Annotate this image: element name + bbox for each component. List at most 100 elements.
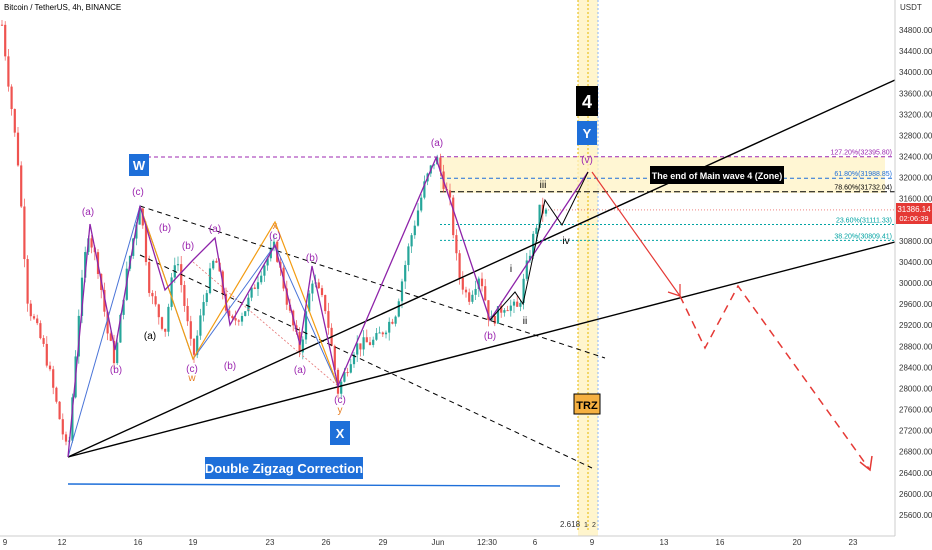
x-tick-label: 26 [322, 538, 331, 547]
candle-body [452, 197, 455, 236]
candle-body [160, 317, 164, 329]
y-tick-label: 26000.00 [899, 490, 932, 499]
candle-body [480, 278, 484, 287]
wave-label-oy: y [338, 405, 343, 416]
candle-body [458, 253, 461, 278]
projection-dashed [679, 284, 871, 471]
candle-body [538, 204, 541, 228]
candle-body [164, 328, 167, 332]
title-box [205, 457, 363, 479]
candle-body [448, 190, 452, 198]
wave-label-a4: (a) [294, 365, 306, 376]
y-tick-label: 31600.00 [899, 195, 932, 204]
y-tick-label: 34000.00 [899, 68, 932, 77]
candle-body [506, 310, 509, 312]
projection-dashed-arrow [859, 455, 873, 472]
candle-body [535, 227, 538, 234]
candle-body [420, 197, 423, 211]
currency-label: USDT [900, 3, 922, 12]
candle-body [16, 132, 20, 166]
candle-body [26, 259, 29, 304]
y-tick-label: 28400.00 [899, 363, 932, 372]
lower-trendline [67, 241, 896, 458]
price-badge-value: 31386.14 [897, 205, 931, 214]
time-fib-label-b: 2 [592, 522, 596, 529]
candle-body [20, 165, 23, 207]
candle-body [106, 311, 109, 334]
candle-body [432, 164, 436, 166]
candle-body [346, 372, 349, 374]
candle-body [122, 299, 125, 315]
wave-label-b6: (b) [484, 331, 496, 342]
y-tick-label: 29200.00 [899, 321, 932, 330]
y-tick-label: 33200.00 [899, 110, 932, 119]
candle-body [10, 86, 13, 110]
wave-label-ow: w [187, 373, 196, 384]
wave-label-a2: (a) [144, 331, 156, 342]
wave-label-a3: (a) [209, 224, 221, 235]
y-tick-label: 27600.00 [899, 406, 932, 415]
x-tick-label: 12 [58, 538, 67, 547]
candle-body [256, 282, 260, 289]
x-tick-label: 12:30 [477, 538, 498, 547]
candle-body [36, 318, 39, 324]
candle-body [336, 369, 340, 394]
trz-box [573, 393, 601, 415]
four-label: 4 [582, 92, 592, 112]
candle-body [394, 316, 397, 324]
candle-body [253, 287, 256, 289]
candle-body [304, 311, 308, 340]
y-tick-label: 30800.00 [899, 237, 932, 246]
candle-body [240, 315, 244, 322]
candle-body [58, 401, 61, 420]
time-fib-label: 2.618 [560, 520, 581, 529]
candle-body [208, 268, 212, 294]
candle-body [151, 292, 154, 297]
y-tick-label: 29600.00 [899, 300, 932, 309]
x-label: X [336, 426, 345, 441]
candle-body [516, 301, 519, 307]
wave-label-b5: (b) [306, 253, 318, 264]
candle-body [42, 338, 45, 344]
candle-body [522, 278, 525, 303]
candle-body [71, 397, 74, 441]
candle-body [388, 321, 391, 333]
candle-body [525, 260, 528, 279]
wave-label-ii: ii [523, 316, 527, 327]
candle-body [32, 316, 36, 319]
candle-body [384, 332, 388, 335]
candle-body [237, 320, 240, 322]
candle-body [196, 335, 199, 355]
candle-body [234, 318, 237, 321]
w-box [129, 154, 149, 176]
candle-body [352, 354, 356, 365]
x-tick-label: 16 [134, 538, 143, 547]
candle-body [362, 337, 365, 350]
x-tick-label: 13 [660, 538, 669, 547]
wave-label-b2: (b) [159, 223, 171, 234]
x-tick-label: 9 [3, 538, 8, 547]
trz-label: TRZ [576, 400, 598, 412]
candle-body [119, 314, 122, 343]
candle-body [144, 225, 148, 263]
candle-body [84, 252, 87, 278]
x-tick-label: 9 [590, 538, 595, 547]
candle-body [272, 241, 276, 248]
candle-body [244, 311, 247, 316]
candle-body [189, 321, 192, 339]
candle-body [183, 285, 186, 306]
candle-body [484, 286, 487, 301]
candle-body [500, 306, 503, 313]
candle-body [308, 293, 311, 312]
candle-body [413, 225, 416, 236]
candle-body [301, 339, 304, 353]
candle-body [407, 246, 410, 266]
candle-body [378, 332, 381, 334]
candle-body [509, 305, 512, 311]
y-tick-label: 32400.00 [899, 153, 932, 162]
candle-body [202, 302, 205, 316]
candle-body [170, 277, 173, 307]
fib-level-label: 23.60%(31111.33) [836, 217, 892, 224]
wave-label-c1: (c) [132, 187, 144, 198]
